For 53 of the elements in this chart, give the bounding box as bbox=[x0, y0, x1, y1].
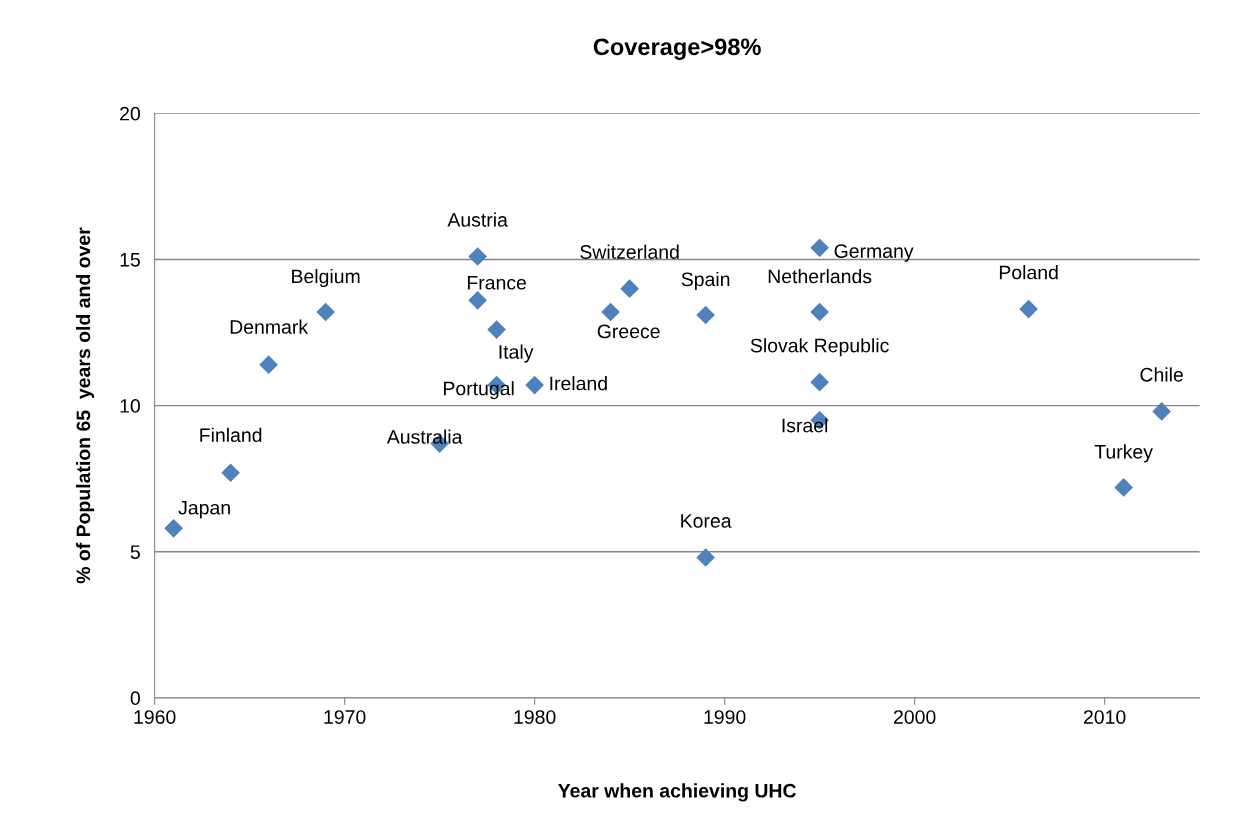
point bbox=[525, 375, 544, 395]
y-tick-label: 20 bbox=[120, 106, 140, 121]
point bbox=[696, 305, 715, 325]
y-tick-label: 15 bbox=[120, 253, 140, 267]
annotation: Switzerland bbox=[580, 244, 679, 259]
x-tick-label: 1960 bbox=[134, 710, 176, 724]
point bbox=[620, 279, 639, 298]
annotation: Spain bbox=[681, 271, 730, 291]
annotation: Ireland bbox=[550, 376, 607, 391]
annotation: Israel bbox=[782, 418, 828, 433]
point bbox=[696, 548, 715, 567]
annotation: Slovak Republic bbox=[750, 338, 889, 357]
point bbox=[316, 302, 335, 322]
annotation: Greece bbox=[597, 324, 660, 339]
y-tick-label: 10 bbox=[120, 399, 140, 413]
y-tick-label: 5 bbox=[130, 545, 140, 559]
annotation: Australia bbox=[386, 429, 463, 444]
point bbox=[164, 519, 183, 538]
point bbox=[259, 355, 278, 374]
annotation: Poland bbox=[999, 265, 1058, 280]
y-tick-label: 0 bbox=[130, 691, 140, 706]
annotation: Chile bbox=[1140, 367, 1183, 382]
point bbox=[810, 372, 829, 392]
annotation: Portugal bbox=[444, 381, 514, 400]
annotation: Japan bbox=[178, 500, 230, 519]
annotation: Korea bbox=[681, 514, 732, 528]
x-tick-label: 2010 bbox=[1083, 710, 1126, 724]
point bbox=[1114, 478, 1133, 497]
point bbox=[487, 320, 506, 339]
annotation: Turkey bbox=[1094, 444, 1153, 463]
x-tick-label: 1990 bbox=[704, 710, 746, 724]
point bbox=[221, 463, 240, 483]
annotation: Finland bbox=[200, 427, 262, 443]
x-tick-label: 2000 bbox=[893, 710, 936, 724]
point bbox=[1019, 299, 1038, 319]
point bbox=[468, 291, 487, 310]
annotation: Austria bbox=[447, 212, 508, 227]
annotation: Netherlands bbox=[768, 268, 872, 284]
point bbox=[810, 238, 829, 258]
annotation: Italy bbox=[499, 344, 534, 363]
point bbox=[468, 247, 487, 266]
annotation: France bbox=[467, 276, 527, 290]
x-tick-label: 1980 bbox=[514, 710, 556, 724]
point bbox=[1152, 402, 1171, 421]
point bbox=[810, 302, 829, 322]
annotation: Denmark bbox=[230, 319, 309, 334]
x-tick-label: 1970 bbox=[324, 710, 366, 724]
annotation: Belgium bbox=[292, 268, 360, 288]
point bbox=[601, 302, 620, 322]
chart-title: Coverage>98% bbox=[593, 38, 761, 60]
annotation: Germany bbox=[834, 244, 914, 262]
x-axis-title: Year when achieving UHC bbox=[558, 783, 796, 802]
y-axis-title: % of Population 65 years old and over bbox=[75, 227, 95, 584]
